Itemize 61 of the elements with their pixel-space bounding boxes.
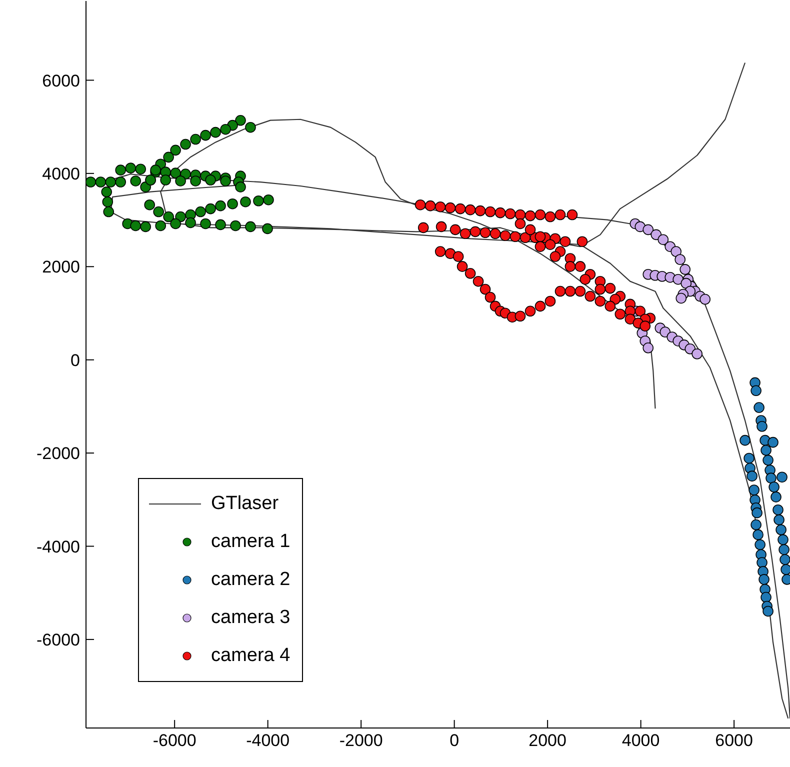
point: [754, 539, 766, 550]
point: [754, 402, 764, 413]
point: [740, 434, 750, 446]
legend-label: GTlaser: [211, 493, 279, 515]
y-tick-label: 2000: [42, 258, 80, 277]
point: [642, 342, 654, 354]
legend-label: camera 2: [211, 569, 290, 591]
point: [774, 514, 784, 526]
point: [674, 254, 686, 265]
x-tick-label: -2000: [339, 731, 383, 750]
point: [750, 519, 762, 530]
point: [756, 420, 768, 432]
y-tick-label: 0: [70, 350, 80, 370]
x-tick-label: 4000: [622, 731, 660, 750]
point: [778, 534, 788, 546]
point: [650, 229, 662, 240]
y-tick-label: 4000: [42, 164, 80, 184]
point: [750, 385, 762, 396]
point: [672, 274, 684, 285]
point: [752, 507, 762, 518]
y-tick-label: -2000: [36, 444, 80, 464]
point: [762, 606, 774, 617]
point: [776, 524, 786, 536]
point: [778, 544, 790, 556]
point: [676, 292, 687, 304]
point: [766, 472, 776, 484]
point: [762, 454, 774, 466]
legend-label: camera 3: [211, 607, 290, 629]
point: [780, 564, 790, 575]
y-tick-label: -4000: [36, 537, 80, 556]
point: [744, 452, 754, 464]
legend-label: camera 1: [211, 531, 290, 553]
point: [658, 234, 669, 246]
point: [660, 326, 671, 338]
point: [748, 484, 760, 496]
legend-label: camera 4: [211, 645, 290, 667]
point: [670, 246, 682, 257]
y-tick-label: 6000: [42, 71, 80, 90]
point: [680, 264, 690, 275]
point: [756, 557, 768, 568]
y-tick-label: -6000: [36, 630, 80, 650]
x-tick-label: 0: [450, 731, 460, 750]
point: [746, 470, 758, 482]
point: [760, 592, 772, 603]
point: [776, 472, 788, 482]
x-tick-label: -4000: [246, 731, 290, 750]
point: [758, 574, 770, 585]
point: [780, 554, 790, 565]
point: [768, 436, 778, 448]
point: [700, 294, 710, 305]
point: [772, 504, 784, 516]
point: [760, 444, 772, 456]
point: [680, 278, 692, 289]
x-tick-label: -6000: [152, 731, 196, 750]
x-tick-label: 6000: [715, 731, 753, 750]
x-tick-label: 2000: [528, 731, 566, 750]
point: [692, 348, 702, 360]
point: [768, 482, 780, 492]
point: [770, 492, 782, 502]
point: [752, 529, 764, 540]
point: [642, 224, 654, 236]
